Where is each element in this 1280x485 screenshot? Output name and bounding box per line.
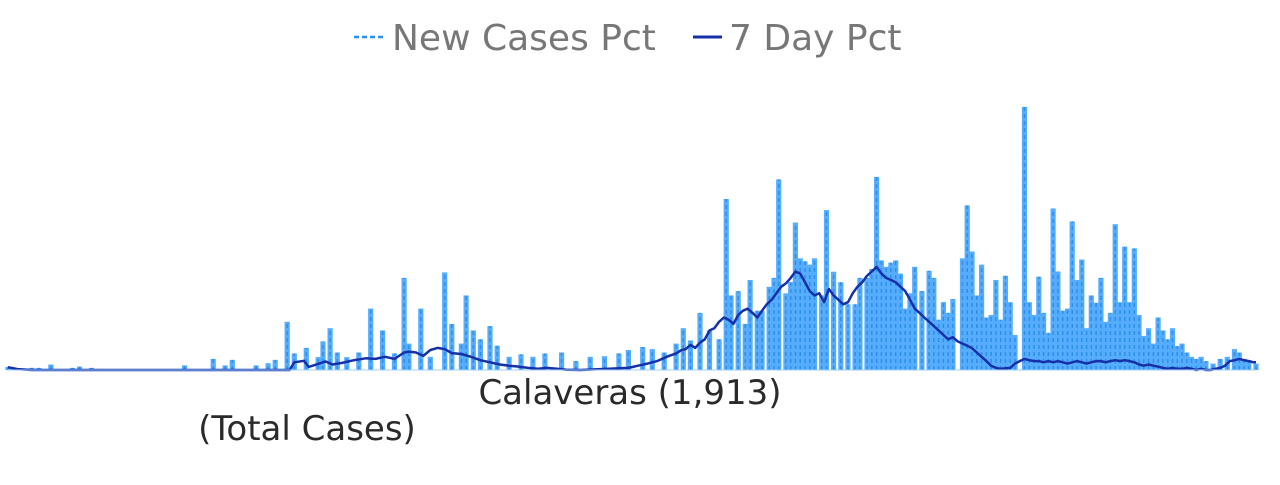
new-cases-bar	[964, 205, 970, 370]
legend-seven-day-label: 7 Day Pct	[729, 18, 902, 59]
new-cases-bar	[1169, 328, 1176, 370]
new-cases-bar	[1084, 328, 1090, 370]
new-cases-bar	[587, 356, 593, 370]
new-cases-bar	[1021, 106, 1028, 371]
new-cases-bar	[893, 260, 899, 370]
new-cases-bar	[802, 261, 808, 370]
x-axis-label: Calaveras (1,913)	[478, 373, 781, 413]
new-cases-bar	[1198, 356, 1204, 370]
new-cases-bar	[1045, 332, 1051, 370]
new-cases-bar	[1117, 302, 1123, 370]
new-cases-bar	[919, 291, 925, 370]
new-cases-bar	[673, 343, 679, 370]
new-cases-bar	[303, 347, 309, 370]
new-cases-bar	[1069, 221, 1075, 370]
new-cases-bar	[1188, 356, 1195, 370]
new-cases-bar	[776, 179, 782, 370]
legend: New Cases Pct 7 Day Pct	[354, 18, 902, 59]
new-cases-bar	[506, 356, 512, 370]
new-cases-bar	[427, 356, 433, 370]
new-cases-bar	[771, 277, 777, 370]
legend-new-cases-label: New Cases Pct	[392, 18, 656, 59]
new-cases-bar	[897, 273, 903, 370]
new-cases-bar	[936, 319, 942, 370]
new-cases-bar	[852, 304, 858, 370]
new-cases-bar	[1193, 358, 1199, 370]
new-cases-bar	[1098, 277, 1104, 370]
new-cases-bar	[988, 315, 994, 370]
new-cases-bars	[5, 106, 1259, 371]
new-cases-bar	[601, 356, 608, 370]
new-cases-bar	[494, 345, 500, 370]
new-cases-bar	[1203, 361, 1209, 370]
new-cases-bar	[811, 258, 818, 370]
new-cases-bar	[857, 277, 863, 370]
new-cases-bar	[573, 361, 579, 370]
new-cases-bar	[735, 291, 741, 370]
new-cases-bar	[878, 260, 884, 370]
new-cases-bar	[1150, 343, 1156, 370]
new-cases-bar	[210, 358, 216, 370]
new-cases-bar	[1217, 358, 1223, 370]
new-cases-bar	[1174, 346, 1180, 370]
new-cases-bar	[1136, 315, 1142, 370]
new-cases-bar	[640, 347, 646, 370]
new-cases-bar	[406, 343, 412, 370]
new-cases-bar	[327, 328, 333, 370]
new-cases-bar	[983, 317, 989, 370]
new-cases-bar	[931, 277, 937, 370]
new-cases-bar	[380, 330, 386, 370]
new-cases-bar	[1093, 302, 1099, 370]
new-cases-bar	[1246, 360, 1252, 370]
new-cases-bar	[888, 262, 894, 370]
new-cases-bar	[1036, 276, 1042, 370]
new-cases-bar	[1031, 315, 1037, 370]
new-cases-bar	[706, 330, 713, 370]
new-cases-bar	[1160, 330, 1166, 370]
new-cases-bar	[1179, 343, 1185, 370]
new-cases-bar	[470, 330, 476, 370]
new-cases-bar	[1155, 317, 1161, 370]
seven-day-line	[7, 265, 1256, 372]
new-cases-bar	[1131, 248, 1137, 370]
new-cases-bar	[1146, 328, 1152, 370]
new-cases-bar	[530, 356, 536, 370]
new-cases-bar	[344, 357, 350, 370]
new-cases-bar	[1002, 275, 1008, 370]
new-cases-bar	[797, 258, 803, 370]
new-cases-bar	[959, 258, 966, 370]
new-cases-bar	[1079, 259, 1085, 370]
new-cases-bar	[998, 319, 1004, 370]
new-cases-bar	[864, 277, 870, 370]
new-cases-bar	[272, 359, 278, 370]
new-cases-bar	[1026, 302, 1032, 370]
new-cases-bar	[401, 277, 407, 370]
new-cases-bar	[1122, 246, 1128, 370]
new-cases-bar	[766, 286, 772, 370]
new-cases-bar	[442, 272, 448, 370]
x-axis-sublabel: (Total Cases)	[198, 409, 416, 449]
new-cases-bar	[458, 343, 464, 370]
new-cases-bar	[874, 176, 880, 370]
new-cases-bar	[845, 304, 851, 370]
new-cases-bar	[229, 359, 235, 370]
new-cases-bar	[1241, 358, 1247, 370]
new-cases-bar	[1007, 302, 1013, 370]
new-cases-bar	[1126, 302, 1133, 370]
